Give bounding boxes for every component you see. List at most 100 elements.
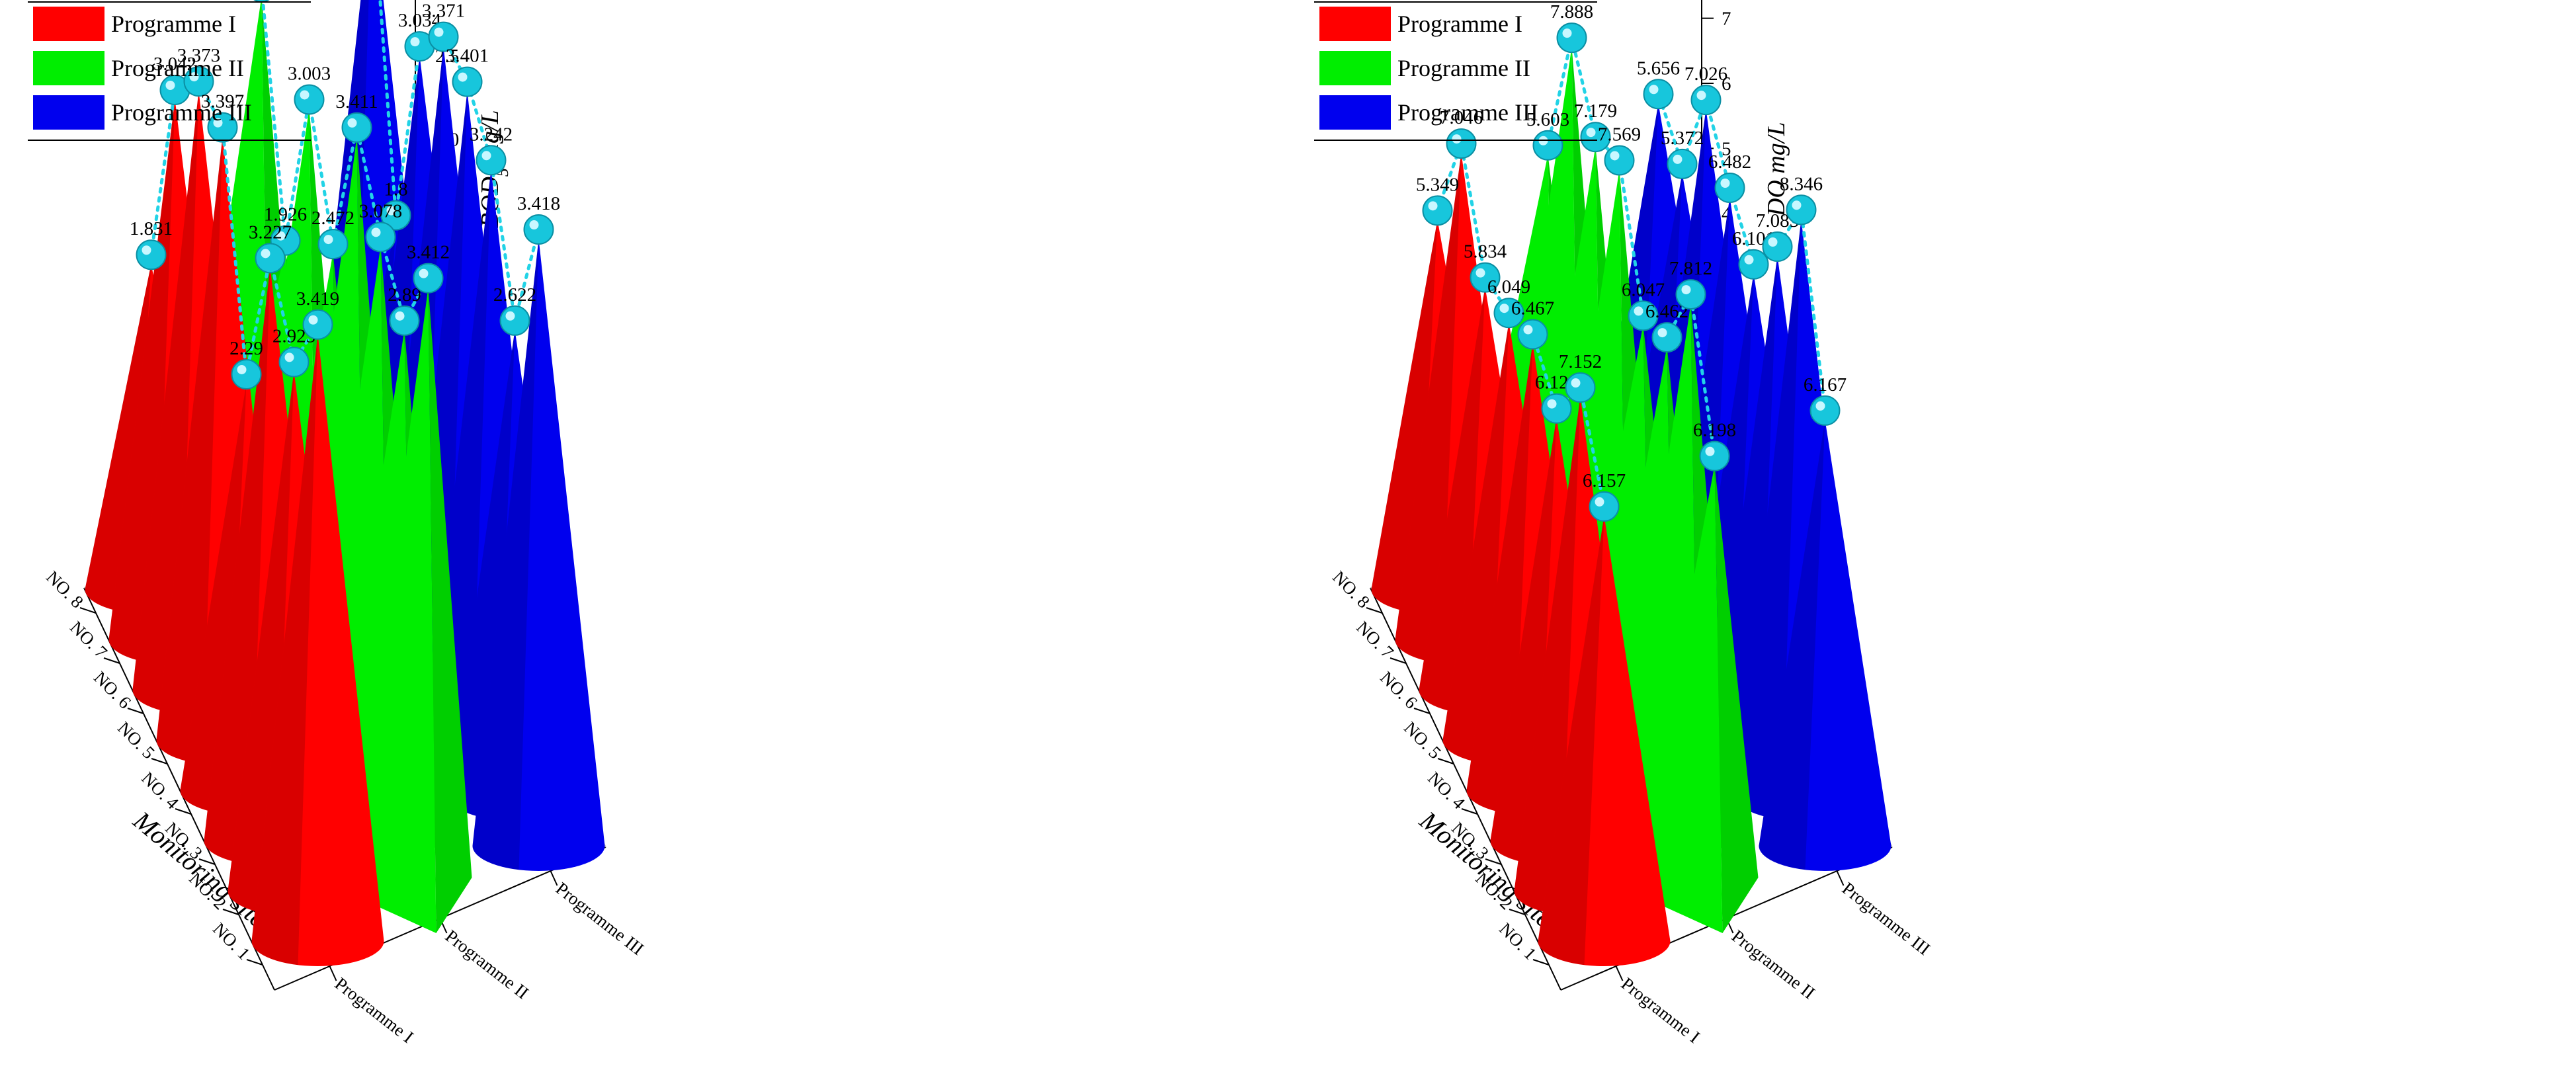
- data-label: 3.227: [249, 222, 292, 243]
- data-point-highlight: [237, 364, 247, 374]
- legend-swatch: [33, 7, 104, 41]
- legend-label: Programme I: [111, 11, 236, 37]
- data-point: [294, 84, 325, 115]
- data-point-highlight: [261, 249, 270, 259]
- data-point: [476, 145, 507, 176]
- data-point-highlight: [505, 311, 515, 321]
- site-tick: [151, 758, 168, 764]
- programme-tick: [1836, 870, 1845, 886]
- site-tick: [175, 808, 192, 815]
- site-tick-label: NO. 8: [42, 567, 87, 612]
- data-label: 1.926: [264, 204, 307, 226]
- data-point: [1604, 145, 1635, 176]
- site-tick: [1485, 858, 1502, 865]
- site-axis-line: [83, 587, 275, 991]
- data-point-highlight: [395, 311, 405, 321]
- data-point-highlight: [1634, 306, 1643, 316]
- site-axis-line: [1370, 587, 1561, 991]
- programme-tick-label: Programme III: [1839, 878, 1934, 959]
- cone-shade: [1538, 515, 1604, 966]
- data-point-highlight: [1562, 28, 1572, 38]
- data-point-highlight: [1499, 304, 1509, 313]
- data-point-highlight: [1768, 237, 1778, 247]
- site-tick-label: NO. 4: [1424, 768, 1469, 813]
- data-point-highlight: [1744, 255, 1754, 265]
- data-point: [317, 229, 349, 260]
- series-line: [1436, 137, 1606, 509]
- cone-shade: [1735, 219, 1802, 820]
- data-point-highlight: [142, 245, 151, 255]
- data-point: [1589, 491, 1620, 522]
- cone-shade: [156, 136, 223, 764]
- site-tick-label: NO. 4: [138, 768, 183, 813]
- data-point-highlight: [1673, 154, 1683, 164]
- data-point: [1541, 393, 1572, 424]
- legend-swatch: [33, 51, 104, 85]
- data-label: 3.418: [517, 193, 560, 214]
- z-axis-title-unit: mg/L: [1763, 122, 1790, 181]
- data-point-highlight: [1428, 201, 1438, 211]
- data-point-highlight: [1452, 134, 1462, 144]
- data-label: 2.472: [312, 208, 354, 229]
- data-point-highlight: [1595, 497, 1604, 507]
- data-point-highlight: [371, 227, 381, 237]
- site-tick: [79, 607, 97, 614]
- site-tick: [1437, 758, 1454, 764]
- series-line: [1546, 37, 1716, 458]
- programme-tick-label: Programme II: [1728, 926, 1819, 1003]
- data-point-highlight: [1523, 325, 1533, 335]
- data-point: [136, 239, 167, 270]
- data-point: [1565, 372, 1596, 403]
- pyramid-mark: [349, 287, 436, 933]
- data-point-highlight: [276, 231, 286, 241]
- data-point-highlight: [458, 72, 468, 82]
- programme-tick-label: Programme III: [552, 878, 647, 959]
- site-tick: [1413, 708, 1431, 714]
- data-label: 3.411: [335, 91, 378, 112]
- cone-shade: [472, 239, 539, 870]
- data-point: [1556, 22, 1587, 54]
- data-point: [365, 222, 396, 253]
- marks: [85, 0, 605, 966]
- data-point-highlight: [1571, 378, 1581, 388]
- data-point: [1675, 279, 1706, 310]
- legend-swatch: [33, 95, 104, 130]
- data-label: 6.167: [1804, 374, 1847, 395]
- data-point-highlight: [1696, 91, 1706, 101]
- data-label: 6.198: [1693, 420, 1736, 441]
- data-label: 3.371: [422, 1, 465, 22]
- data-point: [1738, 249, 1769, 280]
- site-tick-label: NO. 6: [90, 667, 135, 712]
- data-point-highlight: [481, 151, 491, 161]
- data-label: 5.656: [1637, 58, 1680, 79]
- data-label: 6.482: [1708, 151, 1751, 173]
- cone-mark: [472, 239, 605, 871]
- site-tick-label: NO. 7: [1352, 617, 1397, 662]
- data-point-highlight: [1720, 178, 1730, 188]
- data-point: [389, 305, 420, 336]
- data-label: 6.157: [1583, 470, 1626, 491]
- site-tick-label: NO. 5: [1400, 718, 1445, 762]
- cone-shade: [251, 333, 318, 966]
- series-line: [378, 0, 540, 321]
- data-point-highlight: [1586, 128, 1596, 138]
- programme-tick-label: Programme II: [442, 926, 532, 1003]
- cone-mark: [251, 333, 384, 966]
- legend: Programme I Programme II Programme III: [28, 1, 311, 141]
- bod-chart: NO. 1NO. 2NO. 3NO. 4NO. 5NO. 6NO. 7NO. 8…: [28, 0, 647, 1047]
- site-tick: [1366, 607, 1383, 614]
- data-label: 7.152: [1559, 351, 1602, 372]
- data-point: [302, 309, 333, 340]
- site-tick: [127, 708, 144, 714]
- pyramid-face: [1714, 465, 1759, 933]
- programme-tick: [1615, 966, 1624, 981]
- data-points: 5.656 5.603 5.349 5.372 7.888 7.046 7.026 7.179…: [1416, 1, 1847, 522]
- data-point: [1667, 148, 1698, 179]
- data-label: 6.049: [1487, 276, 1530, 298]
- data-label: 3.373: [177, 45, 220, 66]
- data-point-highlight: [165, 81, 175, 91]
- data-label: 3.401: [446, 46, 489, 67]
- site-tick-label: NO. 6: [1376, 667, 1421, 712]
- data-point-highlight: [1815, 401, 1825, 411]
- pyramid-shade: [1714, 465, 1759, 933]
